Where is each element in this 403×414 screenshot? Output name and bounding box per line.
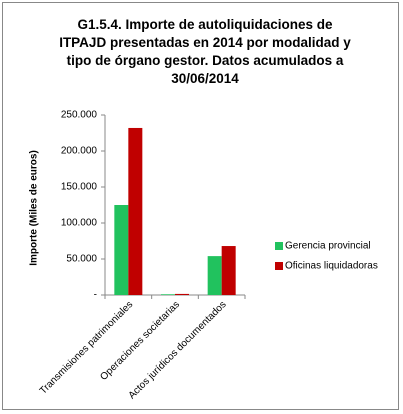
y-tick-label: - [94,290,97,301]
y-tick-label: 100.000 [61,218,98,229]
bar [175,293,189,295]
bar [207,256,222,295]
x-tick-label: Transmisiones patrimoniales [38,299,136,397]
y-tick-label: 150.000 [61,182,98,193]
bar [114,205,129,295]
legend-label: Oficinas liquidadoras [285,261,378,272]
bar [128,127,143,296]
y-tick-label: 50.000 [66,254,97,265]
y-tick-label: 200.000 [61,146,98,157]
chart-title: G1.5.4. Importe de autoliquidaciones de … [59,17,351,86]
y-axis-label: Importe (Miles de euros) [29,150,40,266]
legend-swatch [275,242,283,250]
legend-swatch [275,262,283,270]
bar [221,246,236,295]
x-tick-label: Actos jurídicos documentados [127,299,229,401]
legend-label: Gerencia provincial [285,241,371,252]
y-tick-label: 250.000 [61,110,98,121]
x-tick-label: Operaciones societarias [98,299,182,383]
bar [161,294,175,295]
chart-frame [2,2,399,410]
